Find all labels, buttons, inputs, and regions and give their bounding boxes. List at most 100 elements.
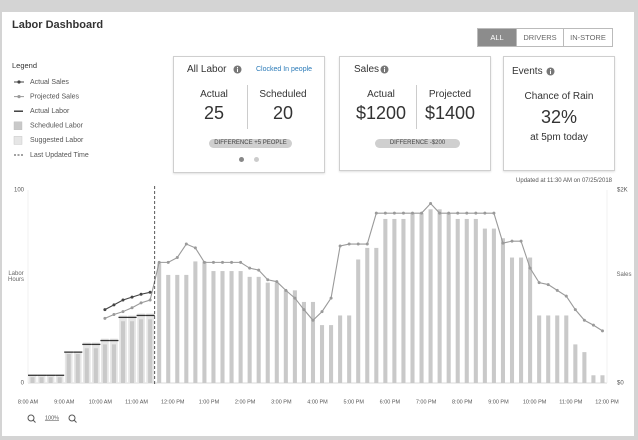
labor-bar	[84, 348, 89, 383]
card-title: All Labor	[187, 64, 227, 75]
sales-point	[546, 283, 550, 287]
labor-bar	[301, 301, 306, 383]
event-text: Chance of Rain	[524, 91, 594, 102]
card-title: Events	[512, 66, 543, 77]
x-tick-label: 11:00 AM	[125, 399, 148, 405]
sales-point	[519, 239, 523, 243]
labor-bar	[157, 263, 162, 383]
difference-pill: DIFFERENCE +5 PEOPLE	[209, 139, 292, 148]
legend-label: Actual Sales	[30, 79, 69, 86]
sales-point	[175, 256, 179, 260]
sales-point	[121, 310, 125, 314]
sales-point	[112, 312, 116, 316]
labor-bar	[600, 375, 605, 383]
tab[interactable]: ALL	[477, 28, 517, 47]
info-icon[interactable]	[233, 65, 242, 74]
pager-dot[interactable]	[254, 157, 259, 162]
labor-bar	[455, 218, 460, 383]
legend-label: Scheduled Labor	[30, 123, 84, 130]
sales-point	[600, 329, 604, 333]
labor-bar	[166, 274, 171, 383]
sales-line	[104, 291, 151, 311]
y2-axis-title: Sales	[616, 272, 632, 278]
projected-label: Projected	[428, 89, 472, 100]
x-tick-label: 4:00 PM	[307, 399, 328, 405]
labor-bar	[220, 271, 225, 383]
sales-point	[510, 239, 514, 243]
legend-icon	[13, 121, 23, 130]
x-tick-label: 7:00 PM	[416, 399, 437, 405]
scheduled-value: 20	[272, 103, 294, 123]
sales-point	[112, 303, 116, 307]
labor-bar	[338, 315, 343, 383]
x-tick-label: 1:00 PM	[199, 399, 220, 405]
labor-bar	[419, 213, 424, 383]
sales-point	[130, 306, 134, 310]
sales-point	[420, 211, 424, 215]
labor-bar	[383, 218, 388, 383]
labor-bar	[256, 276, 261, 383]
labor-bar	[102, 344, 107, 383]
sales-card: Sales Actual $1200 Projected $1400 DIFFE…	[339, 56, 491, 171]
legend-icon	[17, 95, 21, 99]
zoom-out[interactable]	[27, 414, 36, 423]
labor-bar	[537, 315, 542, 383]
x-tick-label: 3:00 PM	[271, 399, 292, 405]
clocked-in-link[interactable]: Clocked In people	[256, 66, 313, 73]
x-tick-label: 10:00 PM	[523, 399, 547, 405]
sales-line	[104, 202, 603, 332]
x-tick-label: 10:00 AM	[89, 399, 113, 405]
sales-point	[374, 211, 378, 215]
labor-bar	[365, 247, 370, 383]
sales-point	[392, 211, 396, 215]
page-title: Labor Dashboard	[12, 19, 104, 31]
sales-point	[320, 310, 324, 314]
labor-bar	[356, 259, 361, 383]
x-tick-label: 8:00 PM	[452, 399, 473, 405]
event-text: at 5pm today	[530, 132, 588, 143]
labor-bar	[30, 377, 35, 383]
sales-point	[103, 308, 107, 312]
labor-bar	[491, 228, 496, 383]
sales-point	[148, 290, 152, 294]
sales-point	[456, 211, 460, 215]
labor-bar	[555, 315, 560, 383]
labor-bar	[175, 274, 180, 383]
labor-bar	[202, 261, 207, 383]
tab[interactable]: IN-STORE	[563, 28, 613, 47]
y-tick-label: 100	[14, 188, 25, 194]
scheduled-label: Scheduled	[259, 89, 307, 100]
sales-point	[130, 295, 134, 299]
info-icon[interactable]	[546, 67, 555, 76]
legend-label: Suggested Labor	[30, 137, 84, 144]
labor-bar	[546, 315, 551, 383]
labor-bar	[292, 290, 297, 383]
labor-bar	[464, 218, 469, 383]
zoom-in[interactable]	[68, 414, 77, 423]
labor-bar	[130, 321, 135, 383]
y-axis-title: Labor Hours	[7, 271, 24, 283]
chart: 100% 0 100 $0 $2K 8:00 AM 9:00 AM 10:00 AM 11:0…	[14, 186, 628, 423]
zoom-level[interactable]: 100%	[45, 415, 59, 421]
sales-point	[582, 318, 586, 322]
sales-point	[139, 301, 143, 305]
labor-bar	[48, 377, 53, 383]
sales-point	[555, 288, 559, 292]
sales-point	[465, 211, 469, 215]
labor-bar	[519, 257, 524, 383]
info-icon[interactable]	[380, 65, 389, 74]
sales-point	[347, 242, 351, 246]
sales-point	[573, 308, 577, 312]
legend-label: Last Updated Time	[30, 152, 89, 159]
x-tick-label: 6:00 PM	[380, 399, 401, 405]
pager-dot[interactable]	[239, 157, 244, 162]
tab[interactable]: DRIVERS	[516, 28, 564, 47]
sales-point	[184, 242, 188, 246]
sales-point	[311, 318, 315, 322]
labor-bar	[473, 218, 478, 383]
labor-bar	[329, 325, 334, 383]
actual-value: $1200	[355, 103, 407, 123]
labor-bar	[392, 218, 397, 383]
x-tick-label: 9:00 AM	[54, 399, 75, 405]
divider	[247, 85, 248, 129]
